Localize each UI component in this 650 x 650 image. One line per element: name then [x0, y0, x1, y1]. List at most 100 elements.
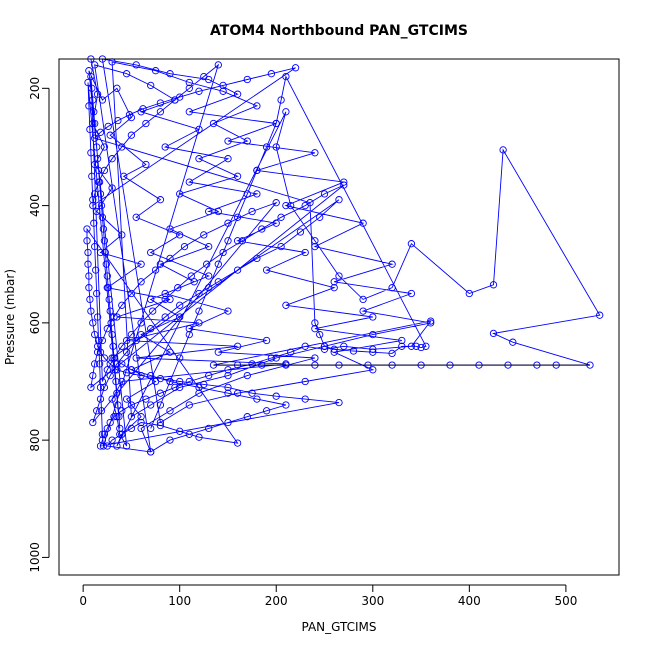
- data-point: [84, 260, 92, 268]
- data-point: [96, 348, 105, 356]
- data-point: [89, 201, 97, 210]
- data-point: [417, 343, 425, 352]
- data-point: [94, 166, 103, 175]
- x-axis: 0 100 200 300 400 500: [79, 584, 577, 608]
- data-point: [499, 146, 507, 154]
- data-point: [127, 401, 136, 409]
- data-point: [110, 313, 118, 321]
- data-point: [238, 237, 247, 245]
- data-point: [282, 301, 290, 309]
- data-point: [87, 383, 95, 392]
- data-point: [489, 329, 498, 338]
- data-point: [113, 389, 121, 397]
- data-point: [97, 201, 106, 210]
- data-point: [105, 295, 113, 304]
- data-point: [176, 313, 184, 321]
- chart-title: ATOM4 Northbound PAN_GTCIMS: [210, 23, 468, 39]
- data-point: [233, 266, 242, 274]
- data-point: [272, 143, 280, 151]
- data-point: [137, 330, 145, 339]
- data-point: [106, 418, 114, 427]
- data-point: [214, 278, 222, 286]
- data-point: [306, 199, 314, 207]
- data-point: [335, 196, 343, 204]
- data-point: [132, 354, 140, 362]
- data-point: [185, 84, 193, 92]
- data-point: [95, 360, 104, 368]
- data-point: [262, 266, 271, 274]
- data-point: [98, 336, 107, 345]
- data-point: [96, 190, 105, 198]
- data-point: [103, 366, 111, 374]
- data-point: [465, 289, 473, 298]
- data-point: [161, 143, 169, 151]
- data-point: [253, 190, 261, 198]
- data-point: [127, 424, 136, 433]
- data-point: [96, 248, 105, 257]
- data-point: [139, 105, 147, 113]
- data-point: [113, 366, 121, 374]
- data-point: [147, 248, 155, 257]
- data-point: [156, 389, 165, 397]
- data-point: [185, 108, 193, 116]
- data-point: [122, 442, 131, 450]
- data-point: [311, 325, 319, 333]
- data-point: [118, 407, 126, 415]
- data-point: [83, 237, 91, 245]
- data-point: [113, 84, 121, 92]
- data-point: [156, 421, 165, 430]
- data-point: [103, 272, 111, 280]
- data-point: [233, 213, 242, 221]
- data-point: [137, 413, 145, 421]
- data-point: [90, 219, 98, 227]
- data-point: [122, 395, 131, 403]
- data-point: [108, 436, 116, 444]
- data-point: [84, 248, 92, 257]
- data-point: [301, 342, 309, 350]
- data-point: [98, 96, 107, 104]
- data-point: [171, 383, 179, 392]
- data-point: [106, 307, 114, 315]
- data-point: [272, 354, 280, 362]
- data-point: [330, 345, 338, 353]
- data-point: [166, 295, 174, 304]
- data-point: [258, 225, 266, 233]
- data-point: [104, 284, 112, 292]
- data-point: [185, 78, 193, 87]
- data-point: [248, 360, 256, 368]
- data-point: [156, 196, 165, 204]
- data-point: [296, 228, 305, 236]
- data-point: [98, 430, 107, 438]
- data-point: [195, 433, 203, 441]
- data-point: [262, 407, 271, 415]
- data-point: [93, 155, 102, 163]
- data-point: [113, 442, 121, 450]
- data-point: [233, 342, 242, 350]
- data-point: [320, 345, 329, 353]
- data-point: [104, 122, 112, 131]
- data-point: [340, 342, 348, 350]
- data-point: [87, 72, 95, 81]
- data-point: [87, 149, 95, 157]
- data-point: [369, 313, 377, 321]
- data-point: [118, 143, 126, 151]
- data-point: [369, 366, 377, 374]
- data-point: [282, 72, 290, 81]
- series-line: [86, 58, 601, 453]
- data-point: [161, 295, 169, 304]
- data-point: [243, 75, 251, 84]
- data-point: [111, 366, 119, 374]
- y-axis: 200 400 600 800 1000: [28, 77, 50, 573]
- data-point: [359, 295, 367, 304]
- data-point: [103, 442, 111, 450]
- data-point: [94, 178, 103, 186]
- data-point: [156, 401, 165, 409]
- data-point: [224, 237, 232, 245]
- data-point: [127, 366, 136, 374]
- data-point: [176, 427, 184, 435]
- data-point: [205, 272, 213, 280]
- data-point: [282, 108, 290, 116]
- data-point: [156, 418, 165, 427]
- data-point: [125, 111, 134, 119]
- data-point: [320, 342, 329, 350]
